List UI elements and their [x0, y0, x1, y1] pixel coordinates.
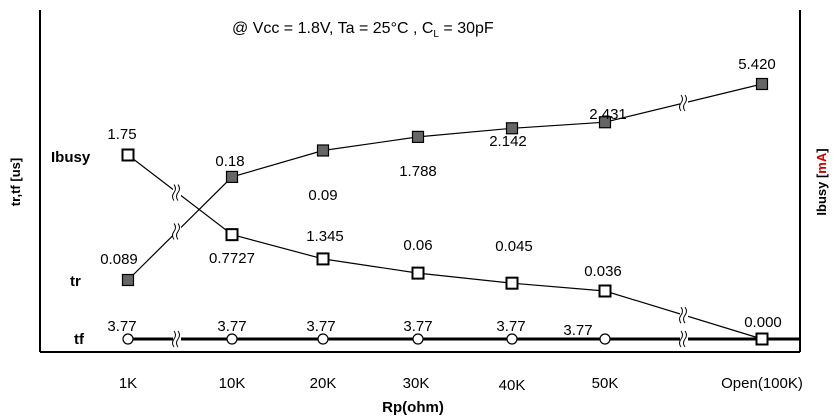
- ibusy-marker: [225, 228, 239, 242]
- tf-marker: [317, 333, 329, 345]
- tf-marker: [506, 333, 518, 345]
- axis-break-mark: [172, 184, 181, 201]
- tr-data-label: 2.142: [489, 133, 527, 150]
- ibusy-marker: [598, 284, 612, 298]
- tf-data-label: 3.77: [403, 318, 432, 335]
- tf-data-label: 3.77: [563, 322, 592, 339]
- tr-data-label: 5.420: [738, 56, 776, 73]
- tr-marker: [411, 130, 425, 143]
- tf-data-label: 3.77: [107, 318, 136, 335]
- tr-data-label: 1.788: [399, 163, 437, 180]
- y-axis-left-label: tr,tf [us]: [8, 158, 23, 206]
- series-name-ibusy: Ibusy: [51, 149, 91, 166]
- tr-marker: [316, 144, 330, 157]
- tf-marker: [226, 333, 238, 345]
- x-tick-label: 20K: [310, 375, 337, 392]
- x-tick-label: 40K: [499, 377, 526, 394]
- tf-data-label: 3.77: [306, 318, 335, 335]
- ibusy-marker: [316, 252, 330, 266]
- series-markers: [121, 77, 769, 346]
- ibusy-marker: [755, 332, 769, 346]
- x-tick-label: 30K: [403, 375, 430, 392]
- axis-break-mark: [679, 94, 688, 112]
- tr-marker: [598, 116, 612, 129]
- tr-marker: [121, 273, 135, 287]
- tf-data-label: 3.77: [496, 318, 525, 335]
- ibusy-marker: [121, 148, 135, 162]
- tr-marker: [505, 122, 519, 135]
- series-name-tf: tf: [74, 331, 85, 348]
- x-tick-labels: 1K 10K 20K 30K 40K 50K Open(100K): [119, 375, 803, 394]
- x-tick-label: 50K: [592, 375, 619, 392]
- y-axis-right-label: Ibusy [mA]: [814, 148, 829, 215]
- ibusy-data-label: 0.18: [215, 153, 244, 170]
- ibusy-data-label: 0.000: [744, 314, 782, 331]
- x-tick-label: 1K: [119, 375, 137, 392]
- series-names: Ibusy tr tf: [51, 149, 91, 348]
- ibusy-line: [127, 154, 763, 340]
- axis-break-mark: [679, 330, 688, 348]
- unit-highlight: mA: [814, 152, 829, 174]
- series-lines: [127, 83, 800, 341]
- series-name-tr: tr: [70, 273, 81, 290]
- tf-marker: [412, 333, 424, 345]
- tr-data-label: 2.431: [589, 106, 627, 123]
- data-labels: 1.75 0.18 0.09 0.06 0.045 0.036 0.000 0.089 0.77…: [100, 56, 782, 339]
- tf-data-label: 3.77: [217, 318, 246, 335]
- tr-marker: [755, 77, 769, 91]
- tr-data-label: 0.7727: [209, 250, 255, 267]
- ibusy-data-label: 0.045: [495, 238, 533, 255]
- chart-title: @ Vcc = 1.8V, Ta = 25°C , CL = 30pF: [232, 20, 494, 40]
- ibusy-data-label: 0.06: [403, 237, 432, 254]
- tf-marker: [599, 333, 611, 345]
- x-tick-label: Open(100K): [721, 375, 803, 392]
- x-axis-label: Rp(ohm): [382, 399, 444, 416]
- tf-marker: [122, 333, 134, 345]
- axis-break-mark: [679, 306, 688, 324]
- tr-data-label: 1.345: [306, 228, 344, 245]
- tr-data-label: 0.089: [100, 251, 138, 268]
- ibusy-data-label: 1.75: [107, 126, 136, 143]
- ibusy-marker: [505, 276, 519, 290]
- ibusy-data-label: 0.09: [308, 187, 337, 204]
- axis-breaks: [172, 94, 688, 348]
- axis-break-mark: [172, 223, 181, 240]
- ibusy-data-label: 0.036: [584, 263, 622, 280]
- tr-marker: [225, 170, 239, 184]
- ibusy-marker: [411, 266, 425, 280]
- x-tick-label: 10K: [219, 375, 246, 392]
- axis-break-mark: [172, 330, 181, 348]
